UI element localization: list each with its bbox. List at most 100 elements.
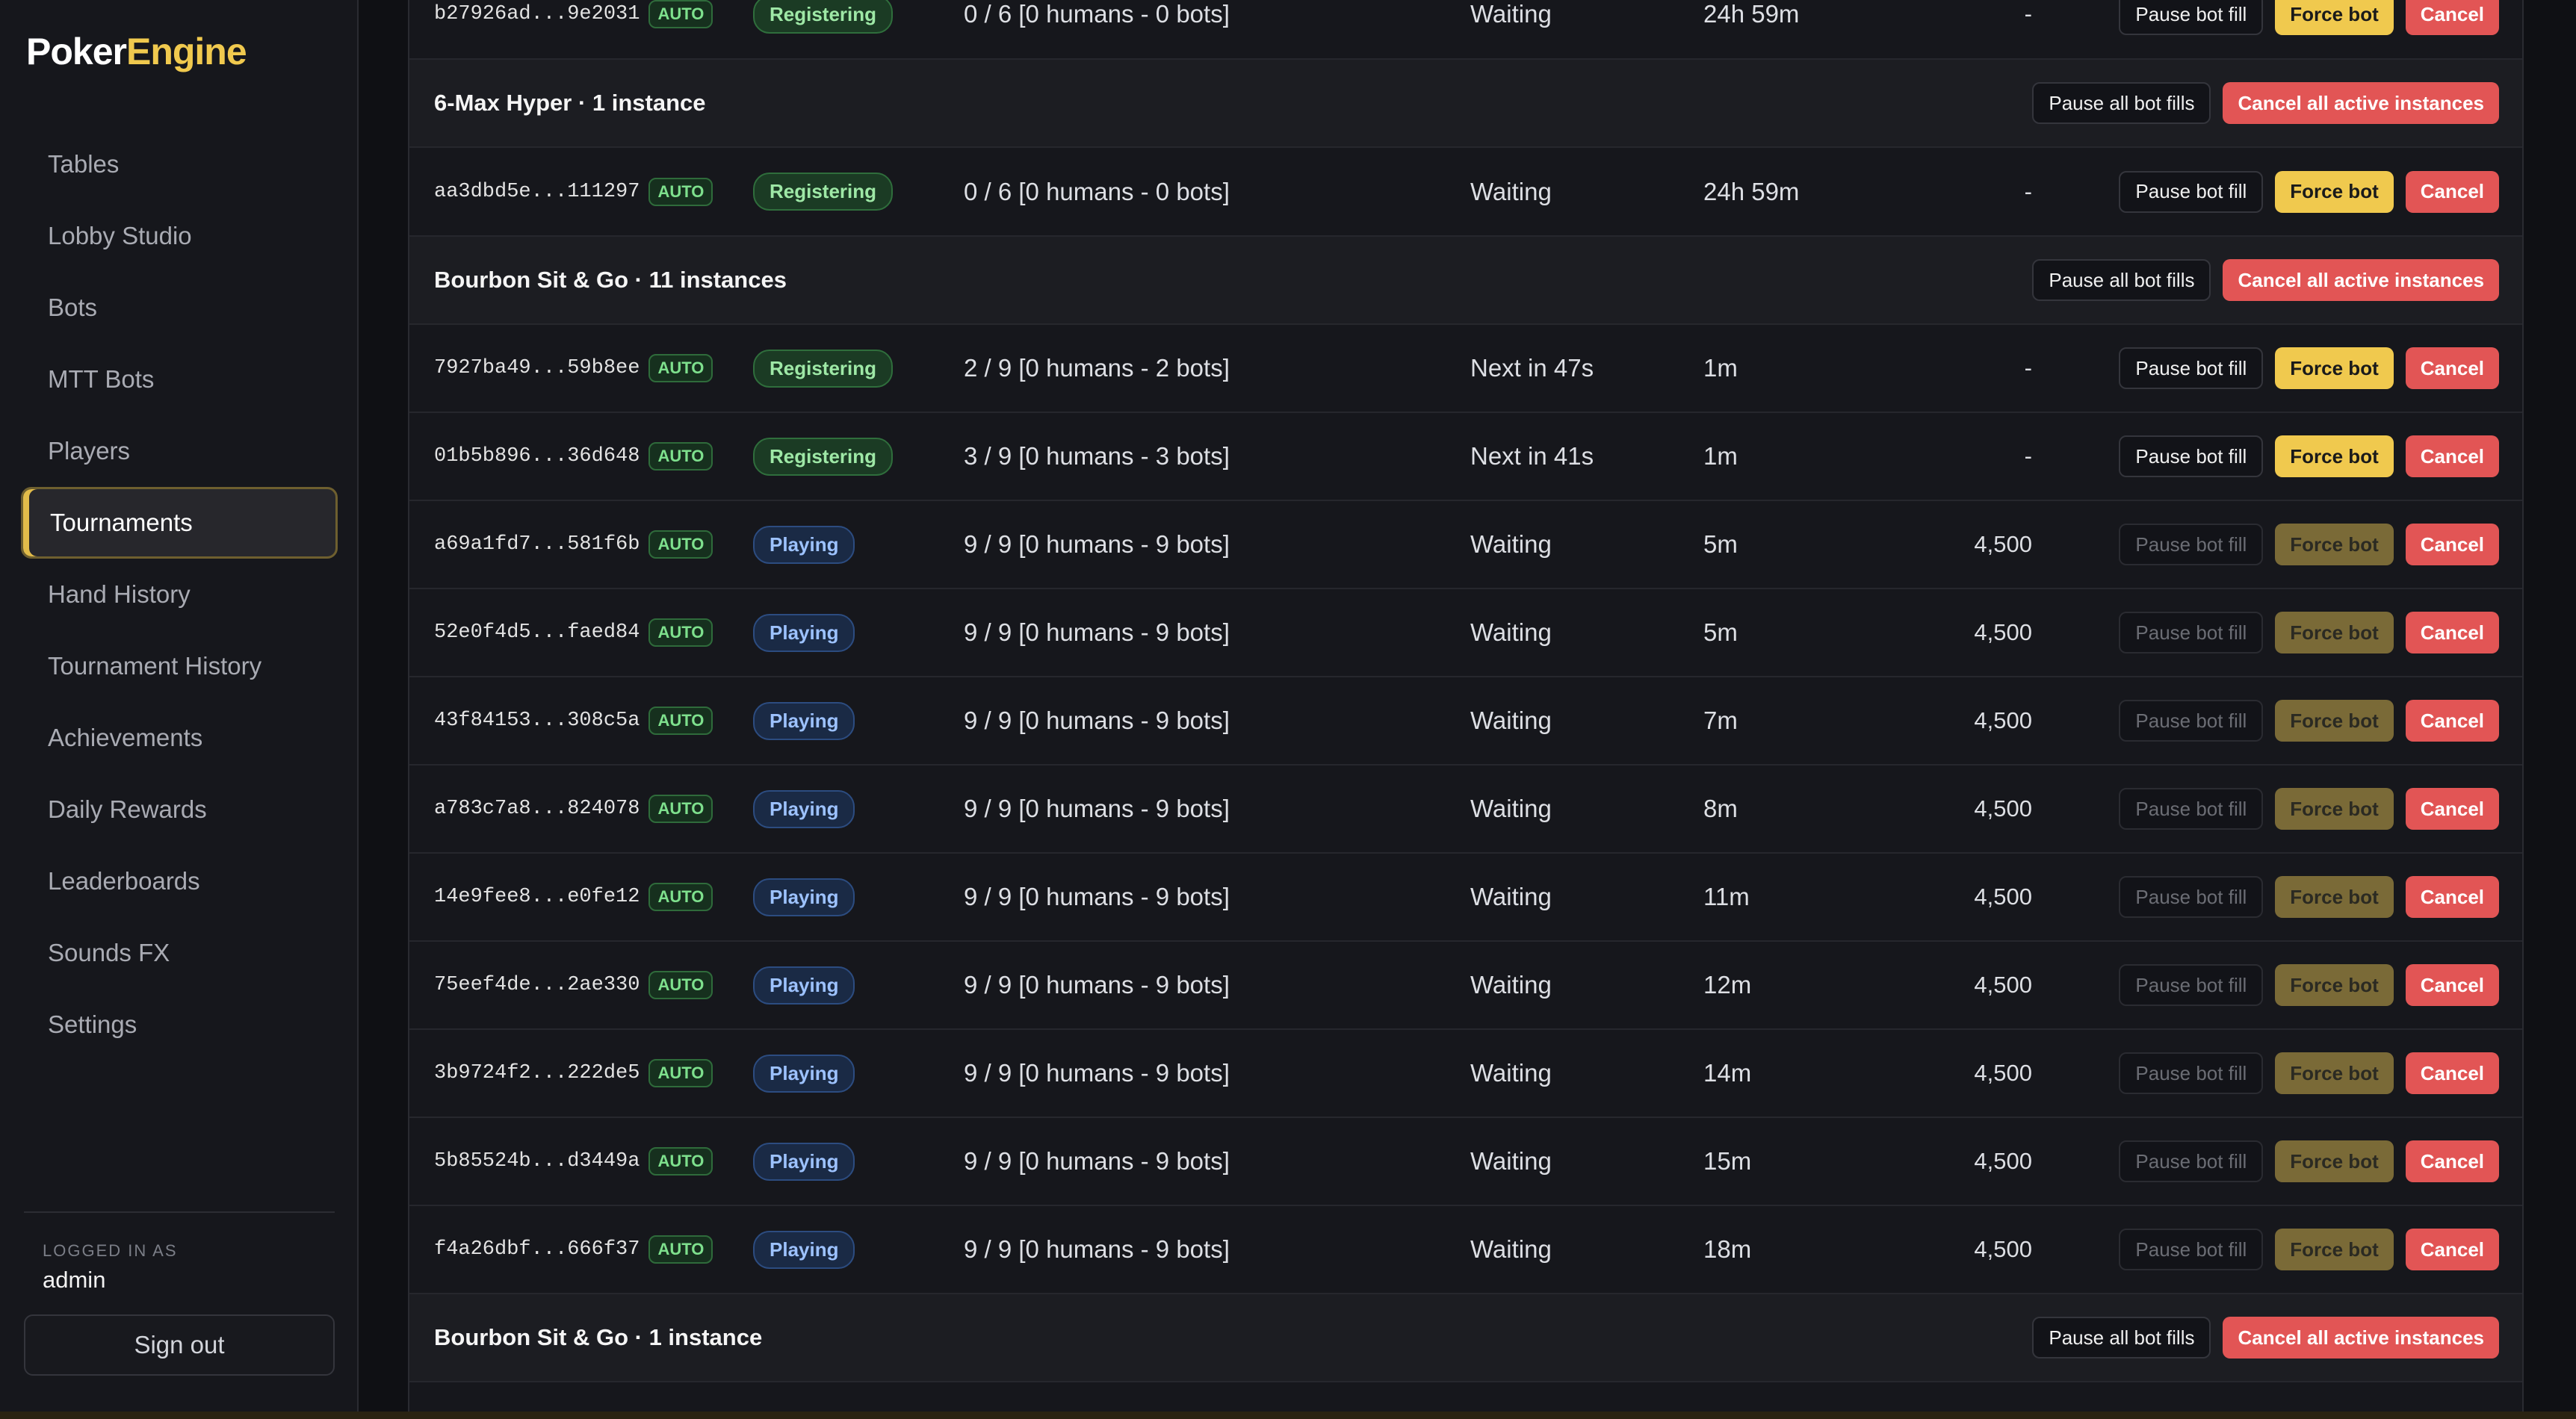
sidebar-item-lobby-studio[interactable]: Lobby Studio <box>48 222 192 249</box>
cancel-button[interactable]: Cancel <box>2405 1140 2499 1182</box>
row-actions: Pause bot fill Force bot Cancel <box>2119 1206 2499 1293</box>
instance-id[interactable]: 3b9724f2...222de5 <box>434 1062 640 1084</box>
elapsed-time: 14m <box>1703 1059 1752 1087</box>
sidebar-item-leaderboards[interactable]: Leaderboards <box>48 867 200 895</box>
sidebar-item-sounds-fx[interactable]: Sounds FX <box>48 939 170 966</box>
pause-all-bot-fills-button[interactable]: Pause all bot fills <box>2032 82 2211 124</box>
cancel-button[interactable]: Cancel <box>2405 524 2499 565</box>
pause-bot-fill-button[interactable]: Pause bot fill <box>2119 435 2264 477</box>
auto-badge: AUTO <box>648 1235 713 1264</box>
instance-id[interactable]: 7927ba49...59b8ee <box>434 357 640 379</box>
table-row: a783c7a8...824078 AUTO Playing 9 / 9 [0 hum… <box>409 766 2522 854</box>
instance-id[interactable]: 01b5b896...36d648 <box>434 445 640 468</box>
cancel-button[interactable]: Cancel <box>2405 1229 2499 1270</box>
app-logo[interactable]: PokerEngine <box>26 30 247 73</box>
row-actions: Pause bot fill Force bot Cancel <box>2119 854 2499 940</box>
elapsed-time: 11m <box>1703 883 1750 910</box>
chip-count: - <box>2024 1 2032 27</box>
sidebar-item-mtt-bots[interactable]: MTT Bots <box>48 365 155 393</box>
instance-id[interactable]: aa3dbd5e...111297 <box>434 180 640 203</box>
instance-id[interactable]: 43f84153...308c5a <box>434 710 640 732</box>
cancel-button[interactable]: Cancel <box>2405 876 2499 918</box>
next-bot-status: Waiting <box>1470 1235 1552 1263</box>
chip-count: 4,500 <box>1974 1236 2032 1262</box>
pause-all-bot-fills-button[interactable]: Pause all bot fills <box>2032 1317 2211 1359</box>
cancel-button[interactable]: Cancel <box>2405 612 2499 653</box>
instance-id[interactable]: b27926ad...9e2031 <box>434 3 640 25</box>
sidebar-item-hand-history[interactable]: Hand History <box>48 580 191 608</box>
players-count: 9 / 9 [0 humans - 9 bots] <box>964 1059 1230 1087</box>
group-actions: Pause all bot fills Cancel all active ins… <box>2032 237 2499 323</box>
row-actions: Pause bot fill Force bot Cancel <box>2119 766 2499 852</box>
instance-id[interactable]: a69a1fd7...581f6b <box>434 533 640 556</box>
sidebar-divider <box>24 1211 335 1213</box>
elapsed-time: 5m <box>1703 530 1738 558</box>
players-count: 0 / 6 [0 humans - 0 bots] <box>964 177 1230 205</box>
group-title: Bourbon Sit & Go · 1 instance <box>434 1324 763 1350</box>
sidebar-item-tournament-history[interactable]: Tournament History <box>48 652 262 680</box>
status-cell: Playing <box>753 1206 855 1293</box>
status-cell: Playing <box>753 501 855 588</box>
sidebar-item-achievements[interactable]: Achievements <box>48 724 203 751</box>
instance-id-cell: aa3dbd5e...111297 AUTO <box>434 148 713 235</box>
sidebar-item-tables[interactable]: Tables <box>48 150 120 178</box>
cancel-button[interactable]: Cancel <box>2405 0 2499 35</box>
sidebar-item-settings[interactable]: Settings <box>48 1010 137 1038</box>
instance-id-cell: 7927ba49...59b8ee AUTO <box>434 325 713 412</box>
cancel-button[interactable]: Cancel <box>2405 964 2499 1006</box>
instance-id[interactable]: 5b85524b...d3449a <box>434 1150 640 1173</box>
cancel-button[interactable]: Cancel <box>2405 170 2499 213</box>
pause-bot-fill-button[interactable]: Pause bot fill <box>2119 0 2264 35</box>
auto-badge: AUTO <box>648 354 713 382</box>
sign-out-button[interactable]: Sign out <box>24 1314 335 1376</box>
next-bot-status: Waiting <box>1470 883 1552 910</box>
tournament-group-header: 6-Max Hyper · 1 instance Pause all bot fi… <box>409 60 2522 148</box>
status-badge: Playing <box>753 878 855 916</box>
table-row: f4a26dbf...666f37 AUTO Playing 9 / 9 [0 hum… <box>409 1206 2522 1294</box>
instance-id-cell: 14e9fee8...e0fe12 AUTO <box>434 854 713 940</box>
pause-bot-fill-button: Pause bot fill <box>2119 1229 2264 1270</box>
force-bot-button[interactable]: Force bot <box>2275 170 2394 213</box>
row-actions: Pause bot fill Force bot Cancel <box>2119 1030 2499 1117</box>
sidebar-item-players[interactable]: Players <box>48 437 131 465</box>
pause-all-bot-fills-button[interactable]: Pause all bot fills <box>2032 259 2211 301</box>
cancel-all-instances-button[interactable]: Cancel all active instances <box>2223 1317 2499 1359</box>
force-bot-button[interactable]: Force bot <box>2275 347 2394 389</box>
instance-id-cell: f4a26dbf...666f37 AUTO <box>434 1206 713 1293</box>
row-actions: Pause bot fill Force bot Cancel <box>2119 677 2499 764</box>
pause-bot-fill-button: Pause bot fill <box>2119 788 2264 830</box>
cancel-all-instances-button[interactable]: Cancel all active instances <box>2223 82 2499 124</box>
elapsed-time: 7m <box>1703 707 1738 734</box>
force-bot-button[interactable]: Force bot <box>2275 435 2394 477</box>
status-badge: Playing <box>753 1054 855 1093</box>
table-row: 3b9724f2...222de5 AUTO Playing 9 / 9 [0 hum… <box>409 1030 2522 1118</box>
group-title: 6-Max Hyper · 1 instance <box>434 90 706 116</box>
instance-id[interactable]: a783c7a8...824078 <box>434 798 640 820</box>
cancel-button[interactable]: Cancel <box>2405 700 2499 742</box>
cancel-all-instances-button[interactable]: Cancel all active instances <box>2223 259 2499 301</box>
sidebar-item-bots[interactable]: Bots <box>48 294 98 321</box>
pause-bot-fill-button: Pause bot fill <box>2119 1140 2264 1182</box>
cancel-button[interactable]: Cancel <box>2405 1052 2499 1094</box>
instance-id[interactable]: 75eef4de...2ae330 <box>434 974 640 996</box>
players-count: 9 / 9 [0 humans - 9 bots] <box>964 1235 1230 1263</box>
sidebar: PokerEngine Tables Lobby Studio Bots MTT Bo… <box>0 0 359 1419</box>
instance-id-cell: 5b85524b...d3449a AUTO <box>434 1118 713 1205</box>
cancel-button[interactable]: Cancel <box>2405 435 2499 477</box>
pause-bot-fill-button[interactable]: Pause bot fill <box>2119 170 2264 213</box>
table-row: aa3dbd5e...111297 AUTO Registering 0 / 6 [0… <box>409 148 2522 237</box>
instance-id[interactable]: 52e0f4d5...faed84 <box>434 621 640 644</box>
pause-bot-fill-button[interactable]: Pause bot fill <box>2119 347 2264 389</box>
sidebar-item-daily-rewards[interactable]: Daily Rewards <box>48 795 207 823</box>
instance-id[interactable]: f4a26dbf...666f37 <box>434 1238 640 1261</box>
auto-badge: AUTO <box>648 795 713 823</box>
force-bot-button[interactable]: Force bot <box>2275 0 2394 35</box>
instance-id[interactable]: 14e9fee8...e0fe12 <box>434 886 640 908</box>
next-bot-status: Waiting <box>1470 1147 1552 1175</box>
elapsed-time: 1m <box>1703 354 1738 382</box>
chip-count: 4,500 <box>1974 795 2032 822</box>
sidebar-item-tournaments[interactable]: Tournaments <box>21 487 338 559</box>
auto-badge: AUTO <box>648 707 713 735</box>
cancel-button[interactable]: Cancel <box>2405 788 2499 830</box>
cancel-button[interactable]: Cancel <box>2405 347 2499 389</box>
